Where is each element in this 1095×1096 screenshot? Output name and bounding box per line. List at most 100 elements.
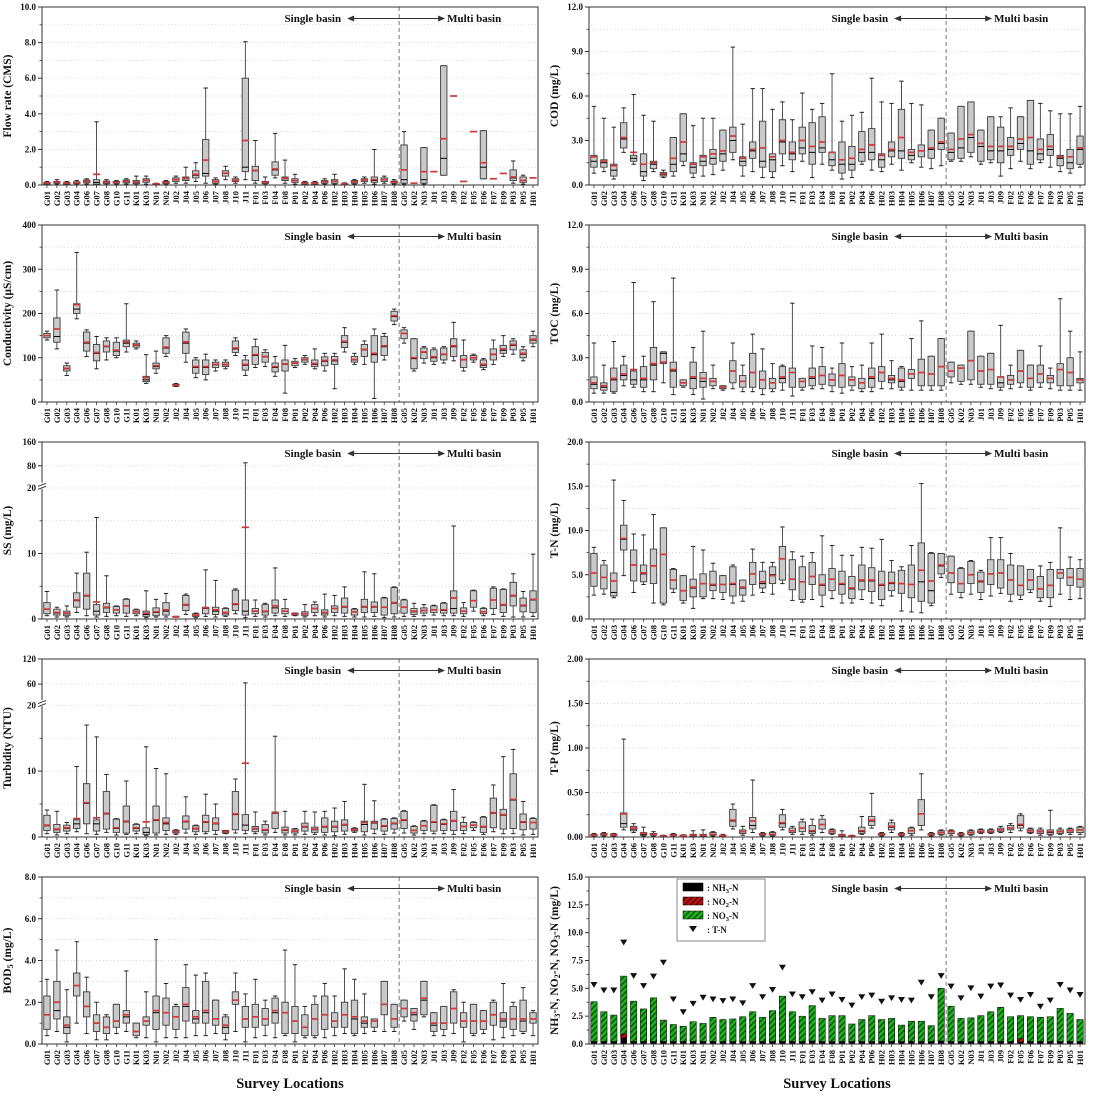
- box-J01: [430, 347, 438, 365]
- y-axis: 0.0 3.0 6.0 9.0 12.0: [567, 2, 589, 190]
- x-tick-label: G05: [946, 408, 956, 423]
- y-tick-label: 10: [27, 549, 37, 559]
- x-tick-label: N01: [151, 843, 161, 858]
- box-J08: [221, 359, 230, 370]
- x-tick-label: G11: [668, 191, 678, 206]
- box-G06: [82, 178, 91, 185]
- x-tick-label: G01: [42, 843, 52, 858]
- tn-marker-P01: [838, 997, 846, 1003]
- x-tick-label: H07: [926, 190, 936, 206]
- bar-J07: [759, 994, 767, 1044]
- x-tick-label: P01: [290, 1050, 300, 1064]
- y-tick-label: 6.0: [25, 914, 37, 924]
- box-G07: [92, 516, 101, 618]
- y-tick-label: 2.0: [25, 997, 37, 1007]
- box-G05: [947, 829, 955, 836]
- single-basin-label: Single basin: [832, 13, 889, 25]
- box-H06: [370, 148, 378, 185]
- x-tick-label: G07: [639, 842, 649, 858]
- y-tick-label: 7.5: [572, 956, 584, 966]
- box-J03: [440, 346, 448, 364]
- x-tick-label: F01: [797, 625, 807, 639]
- x-tick-label: H04: [349, 842, 359, 858]
- box-J05: [739, 123, 747, 177]
- x-tick-label: P02: [847, 1050, 857, 1064]
- x-tick-label: H07: [926, 407, 936, 423]
- x-tick-label: J04: [728, 624, 738, 638]
- x-tick-label: H04: [896, 842, 906, 858]
- x-tick-label: J07: [211, 842, 221, 856]
- y-axis: 0.0 2.0 4.0 6.0 8.0: [25, 872, 42, 1049]
- box-H02: [330, 173, 339, 185]
- box-J07: [211, 579, 220, 618]
- box-P05: [1066, 827, 1074, 835]
- x-axis: G01 G02 G03 G04 G06 G07 G08 G10 G11 K01 K03 N01 N02 J…: [42, 619, 538, 640]
- y-tick-label: 12.0: [567, 2, 583, 12]
- box-P06: [868, 547, 876, 604]
- box-J01: [977, 129, 985, 165]
- box-P03: [509, 338, 517, 355]
- multi-basin-label: Multi basin: [994, 883, 1048, 895]
- x-tick-label: J09: [996, 408, 1006, 421]
- box-F04: [818, 535, 826, 608]
- box-J07: [211, 177, 220, 185]
- x-tick-label: G04: [619, 407, 629, 423]
- x-tick-label: J02: [718, 191, 728, 204]
- x-tick-label: J02: [718, 408, 728, 421]
- nh3-segment: [858, 1041, 865, 1044]
- box-G06: [629, 94, 638, 165]
- y-tick-label: 0.0: [572, 397, 584, 407]
- box-G07: [92, 736, 101, 835]
- box-K03: [689, 346, 697, 396]
- box-J04: [729, 803, 737, 830]
- box-P05: [519, 800, 527, 836]
- nh3-segment: [600, 1041, 608, 1044]
- x-tick-label: G01: [589, 1050, 599, 1065]
- x-tick-label: G07: [92, 624, 102, 640]
- box-G02: [53, 606, 61, 618]
- x-tick-label: J03: [439, 191, 449, 204]
- x-tick-label: J03: [439, 1050, 449, 1063]
- x-tick-label: F09: [1045, 408, 1055, 422]
- x-tick-label: H01: [1075, 625, 1085, 640]
- x-tick-label: P06: [867, 843, 877, 857]
- box-P01: [291, 612, 299, 617]
- x-tick-label: F03: [807, 625, 817, 639]
- box-G06: [629, 533, 638, 593]
- x-tick-label: G06: [82, 191, 92, 206]
- x-tick-label: P05: [1065, 191, 1075, 205]
- x-tick-label: K01: [131, 843, 141, 858]
- box-J03: [987, 828, 995, 834]
- x-tick-label: F06: [1025, 408, 1035, 422]
- nh3-segment: [670, 1041, 677, 1044]
- x-tick-label: F05: [469, 191, 479, 205]
- x-tick-label: J06: [201, 1050, 211, 1063]
- box-F01: [798, 92, 806, 162]
- x-axis-title: Survey Locations: [783, 1076, 891, 1092]
- x-tick-label: F01: [250, 408, 260, 422]
- x-tick-label: G06: [629, 625, 639, 640]
- x-tick-label: H06: [369, 1050, 379, 1065]
- box-N03: [967, 829, 975, 836]
- box-G08: [102, 1014, 111, 1041]
- box-G06: [82, 551, 91, 617]
- nh3-segment: [739, 1041, 746, 1044]
- nh3-segment: [898, 1041, 905, 1044]
- x-tick-label: K01: [131, 408, 141, 423]
- box-H02: [877, 832, 886, 837]
- box-K02: [410, 602, 418, 617]
- x-tick-label: J02: [171, 625, 181, 638]
- tn-marker-F05: [1017, 997, 1025, 1003]
- box-J05: [739, 579, 747, 602]
- bar-G04: [620, 939, 628, 1044]
- x-axis-title: Survey Locations: [236, 1076, 344, 1092]
- nh3-segment: [759, 1041, 766, 1044]
- x-tick-label: F09: [1045, 1050, 1055, 1064]
- x-tick-label: G05: [946, 843, 956, 858]
- box-H06: [370, 573, 378, 617]
- box-G04: [73, 766, 81, 833]
- x-tick-label: F09: [498, 191, 508, 205]
- nh3-segment: [749, 1041, 756, 1044]
- y-tick-label: 0.0: [572, 1039, 584, 1049]
